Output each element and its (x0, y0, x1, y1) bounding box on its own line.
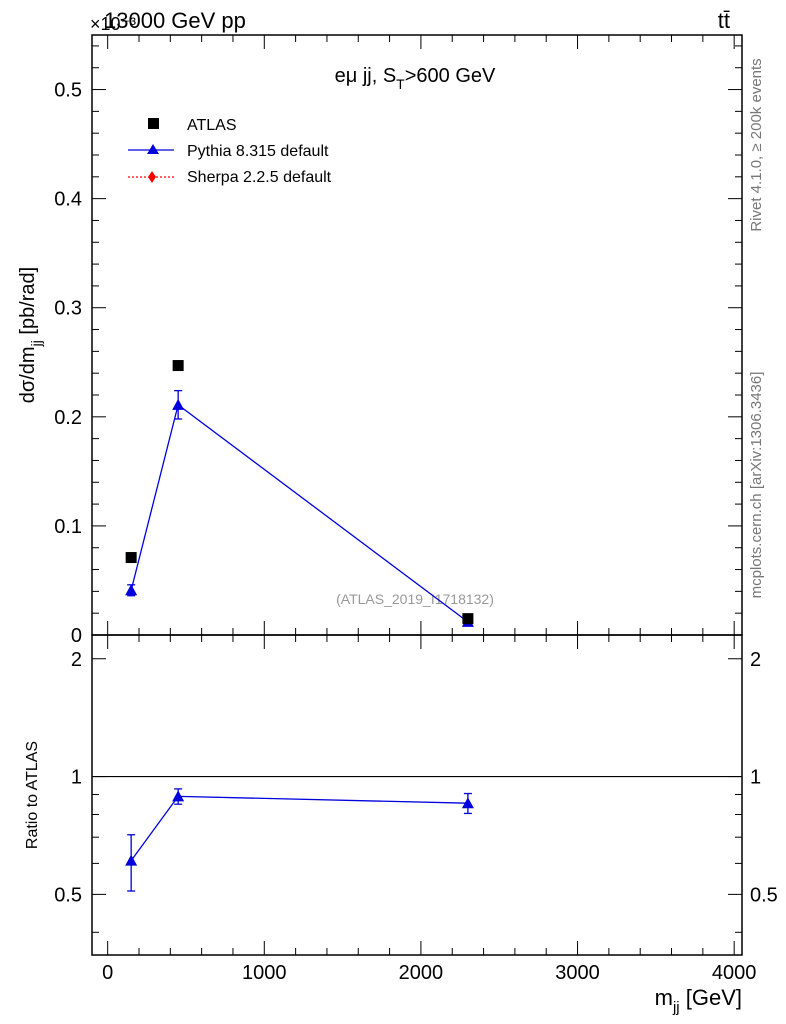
legend-marker-sherpa (148, 171, 156, 183)
ratio-plot-frame (91, 634, 743, 956)
ratio-y-tick-labels: 0.5 0.5 1 1 2 2 (54, 649, 778, 907)
ratio-y-tick-label-left: 2 (71, 649, 82, 671)
x-axis-label: mjj [GeV] (655, 985, 742, 1016)
ratio-data-layer (125, 788, 474, 892)
atlas-point (462, 613, 474, 625)
main-y-tick-label: 0 (71, 625, 82, 647)
ratio-y-tick-label-right: 2 (750, 649, 761, 671)
pythia-point (172, 398, 185, 410)
ratio-y-tick-label-right: 0.5 (750, 884, 778, 906)
main-y-axis-label: dσ/dmjj [pb/rad] (17, 267, 44, 403)
ratio-y-tick-label-left: 1 (71, 767, 82, 789)
main-y-tick-label: 0.5 (54, 80, 82, 102)
legend-label-pythia: Pythia 8.315 default (187, 143, 329, 160)
main-y-tick-label: 0.3 (54, 298, 82, 320)
legend-label-sherpa: Sherpa 2.2.5 default (187, 169, 332, 186)
ratio-y-axis-label: Ratio to ATLAS (24, 741, 41, 849)
pythia-line (130, 403, 469, 623)
legend-label-atlas: ATLAS (187, 117, 237, 134)
main-axis-ticks (92, 35, 742, 636)
ratio-y-tick-label-right: 1 (750, 767, 761, 789)
ratio-axis-ticks (92, 635, 742, 955)
main-y-tick-label: 0.1 (54, 516, 82, 538)
process-label: tt̄ (718, 8, 730, 33)
ratio-y-tick-label-left: 0.5 (54, 884, 82, 906)
ratio-pythia-line (130, 795, 468, 861)
x-tick-label: 1000 (242, 962, 287, 984)
x-tick-label: 0 (102, 962, 113, 984)
y-exponent-label: ×10⁻³ (90, 14, 136, 34)
mcplots-label: mcplots.cern.ch [arXiv:1306.3436] (748, 372, 765, 599)
main-y-tick-label: 0.2 (54, 407, 82, 429)
plot-title: eμ jj, ST>600 GeV (335, 65, 496, 92)
legend: ATLAS Pythia 8.315 default Sherpa 2.2.5 … (128, 117, 332, 186)
rivet-version-label: Rivet 4.1.0, ≥ 200k events (748, 58, 765, 231)
x-tick-label: 2000 (399, 962, 444, 984)
legend-marker-atlas (148, 118, 159, 129)
x-tick-label: 3000 (555, 962, 600, 984)
ratio-pythia-point (172, 790, 185, 802)
pythia-point (125, 584, 138, 596)
x-tick-labels: 0 1000 2000 3000 4000 (102, 962, 756, 984)
ratio-pythia-point (461, 797, 474, 809)
atlas-point (125, 552, 137, 564)
legend-marker-pythia (147, 144, 159, 154)
main-y-tick-labels: 0 0.1 0.2 0.3 0.4 0.5 (54, 80, 82, 647)
energy-label: 13000 GeV pp (104, 8, 246, 33)
main-y-tick-label: 0.4 (54, 189, 82, 211)
atlas-point (172, 360, 184, 372)
x-tick-label: 4000 (712, 962, 757, 984)
analysis-watermark: (ATLAS_2019_I1718132) (336, 591, 494, 607)
main-data-layer (125, 360, 474, 627)
ratio-pythia-point (125, 854, 138, 866)
